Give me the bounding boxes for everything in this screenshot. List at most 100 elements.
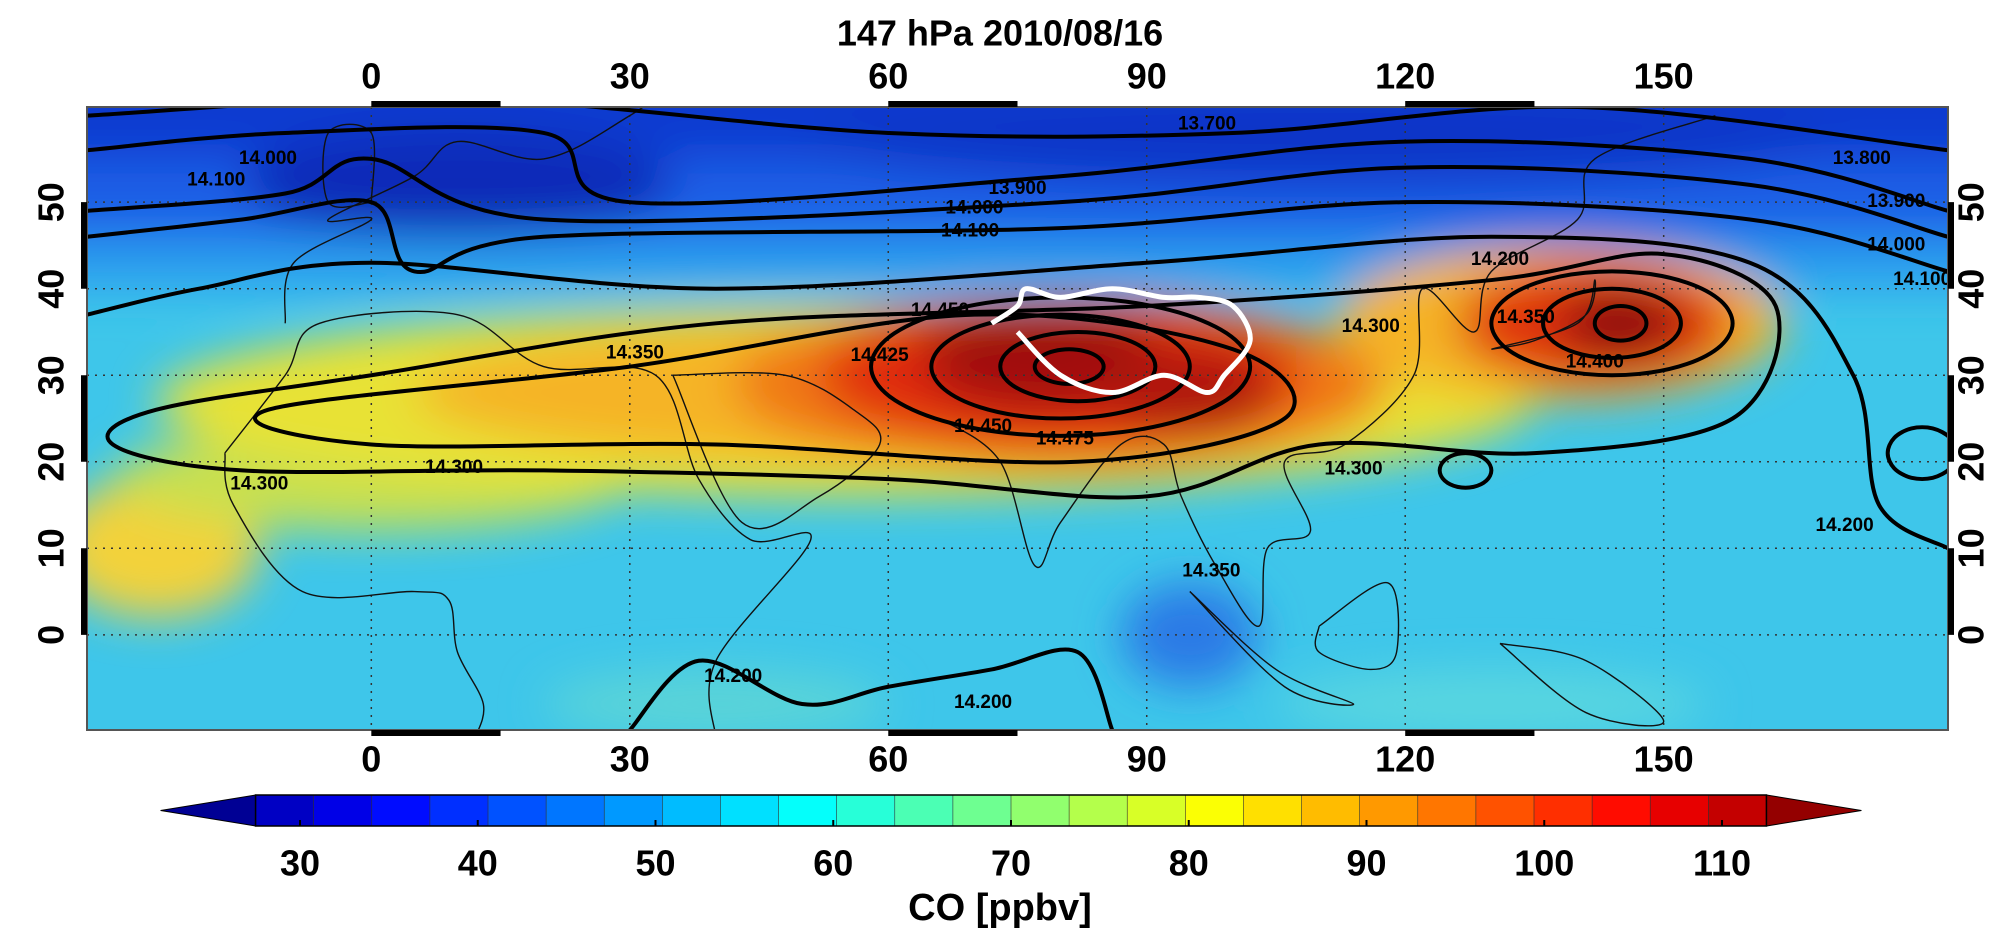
contour-line (87, 107, 1948, 153)
colorbar-segment (1185, 794, 1245, 827)
lon-tick-label: 60 (868, 739, 908, 780)
lon-tick-label: 60 (868, 56, 908, 97)
contour-line (1885, 425, 1948, 481)
lon-tick-label: 150 (1634, 739, 1694, 780)
contour-label: 14.350 (1497, 307, 1555, 328)
colorbar-arrow (160, 794, 257, 827)
colorbar-segment (1010, 794, 1070, 827)
contour-line (628, 647, 1115, 730)
colorbar-segment (894, 794, 954, 827)
lat-tick-label: 20 (1951, 442, 1992, 482)
field-blobs (87, 107, 1948, 730)
colorbar-tick-label: 100 (1514, 843, 1574, 884)
coastline (1491, 279, 1597, 350)
contour-line (1541, 286, 1683, 360)
colorbar-segment (429, 794, 489, 827)
colorbar-segment (1068, 794, 1129, 827)
coastline (224, 452, 485, 730)
lat-tick-label: 50 (1951, 182, 1992, 222)
contour-line (929, 312, 1192, 421)
lon-tick-label: 120 (1375, 739, 1435, 780)
coastline (1189, 591, 1355, 706)
colorbar-segment (1475, 794, 1535, 827)
contour-label: 14.200 (954, 692, 1012, 713)
contour-line (1032, 347, 1106, 386)
colorbar-segment (313, 794, 373, 827)
colorbar-segment (952, 794, 1012, 827)
colorbar-tick-label: 50 (635, 843, 675, 884)
contour-label: 14.400 (1566, 351, 1624, 372)
contour-line (1437, 451, 1494, 490)
contour-line (869, 295, 1253, 438)
colorbar: 30 40 50 60 70 80 90 100 110 (160, 794, 1862, 884)
lon-tick-label: 90 (1127, 739, 1167, 780)
colorbar-segment (1301, 794, 1361, 827)
colorbar-tick-label: 40 (458, 843, 498, 884)
overlay: 13.70013.80013.90014.00014.10014.00014.1… (87, 107, 1948, 730)
contour-label: 13.700 (1178, 113, 1236, 134)
contour-label: 14.000 (239, 148, 297, 169)
contour-label: 14.000 (945, 197, 1003, 218)
lat-tick-label: 30 (31, 355, 72, 395)
colorbar-segment (1591, 794, 1652, 827)
contour-label: 14.000 (1867, 234, 1925, 255)
title: 147 hPa 2010/08/16 (837, 13, 1163, 54)
colorbar-segment (1126, 794, 1187, 827)
contour-line (87, 156, 1948, 239)
contour-line (998, 330, 1158, 404)
contour-label: 14.450 (911, 300, 969, 321)
colorbar-segment (371, 794, 431, 827)
contour-label: 14.300 (230, 473, 288, 494)
lat-tick-label: 40 (1951, 269, 1992, 309)
colorbar-label: CO [ppbv] (908, 887, 1092, 929)
lon-tick-label: 0 (361, 739, 381, 780)
lon-tick-label: 150 (1634, 56, 1694, 97)
colorbar-segment (545, 794, 606, 827)
field-blob (1120, 582, 1259, 687)
colorbar-tick-label: 70 (991, 843, 1031, 884)
lat-tick-label: 30 (1951, 355, 1992, 395)
coastline (1499, 642, 1665, 727)
colorbar-segment (836, 794, 896, 827)
trajectory (990, 286, 1253, 396)
contour-line (87, 234, 1948, 551)
lat-tick-label: 40 (31, 269, 72, 309)
colorbar-segment (1649, 794, 1710, 827)
lat-tick-label: 20 (31, 442, 72, 482)
contour-label: 14.350 (1182, 561, 1240, 582)
colorbar-segment (778, 794, 838, 827)
lon-tick-label: 90 (1127, 56, 1167, 97)
contour-label: 14.100 (187, 170, 245, 191)
colorbar-tick-label: 110 (1693, 843, 1751, 884)
colorbar-tick-label: 30 (280, 843, 320, 884)
colorbar-segment (1243, 794, 1303, 827)
contour-line (1592, 304, 1649, 343)
coastline (939, 114, 1716, 627)
contour-label: 14.350 (606, 343, 664, 364)
colorbar-segment (720, 794, 780, 827)
colorbar-segment (1359, 794, 1419, 827)
lon-tick-label: 30 (610, 56, 650, 97)
colorbar-tick-label: 90 (1346, 843, 1386, 884)
colorbar-tick-label: 60 (813, 843, 853, 884)
colorbar-segment (255, 794, 315, 827)
colorbar-segment (662, 794, 722, 827)
contour-label: 13.900 (1867, 191, 1925, 212)
contour-label: 14.200 (1471, 249, 1529, 270)
colorbar-arrow (1765, 794, 1862, 827)
field-blob (1103, 349, 1276, 436)
contour-label: 14.300 (1324, 459, 1382, 480)
axes: 0 0 30 30 60 60 90 90 120 120 150 150 0 0 10 10 20 20 30 30… (31, 56, 1992, 780)
contour-label: 14.475 (1036, 428, 1095, 449)
contour-label: 13.800 (1833, 148, 1891, 169)
contour-line (87, 125, 1948, 213)
contour-label: 14.450 (954, 416, 1012, 437)
lon-tick-label: 120 (1375, 56, 1435, 97)
lat-tick-label: 10 (31, 528, 72, 568)
colorbar-segment (1533, 794, 1593, 827)
lon-tick-label: 30 (610, 739, 650, 780)
contour-line (105, 251, 1782, 500)
lat-tick-label: 10 (1951, 528, 1992, 568)
